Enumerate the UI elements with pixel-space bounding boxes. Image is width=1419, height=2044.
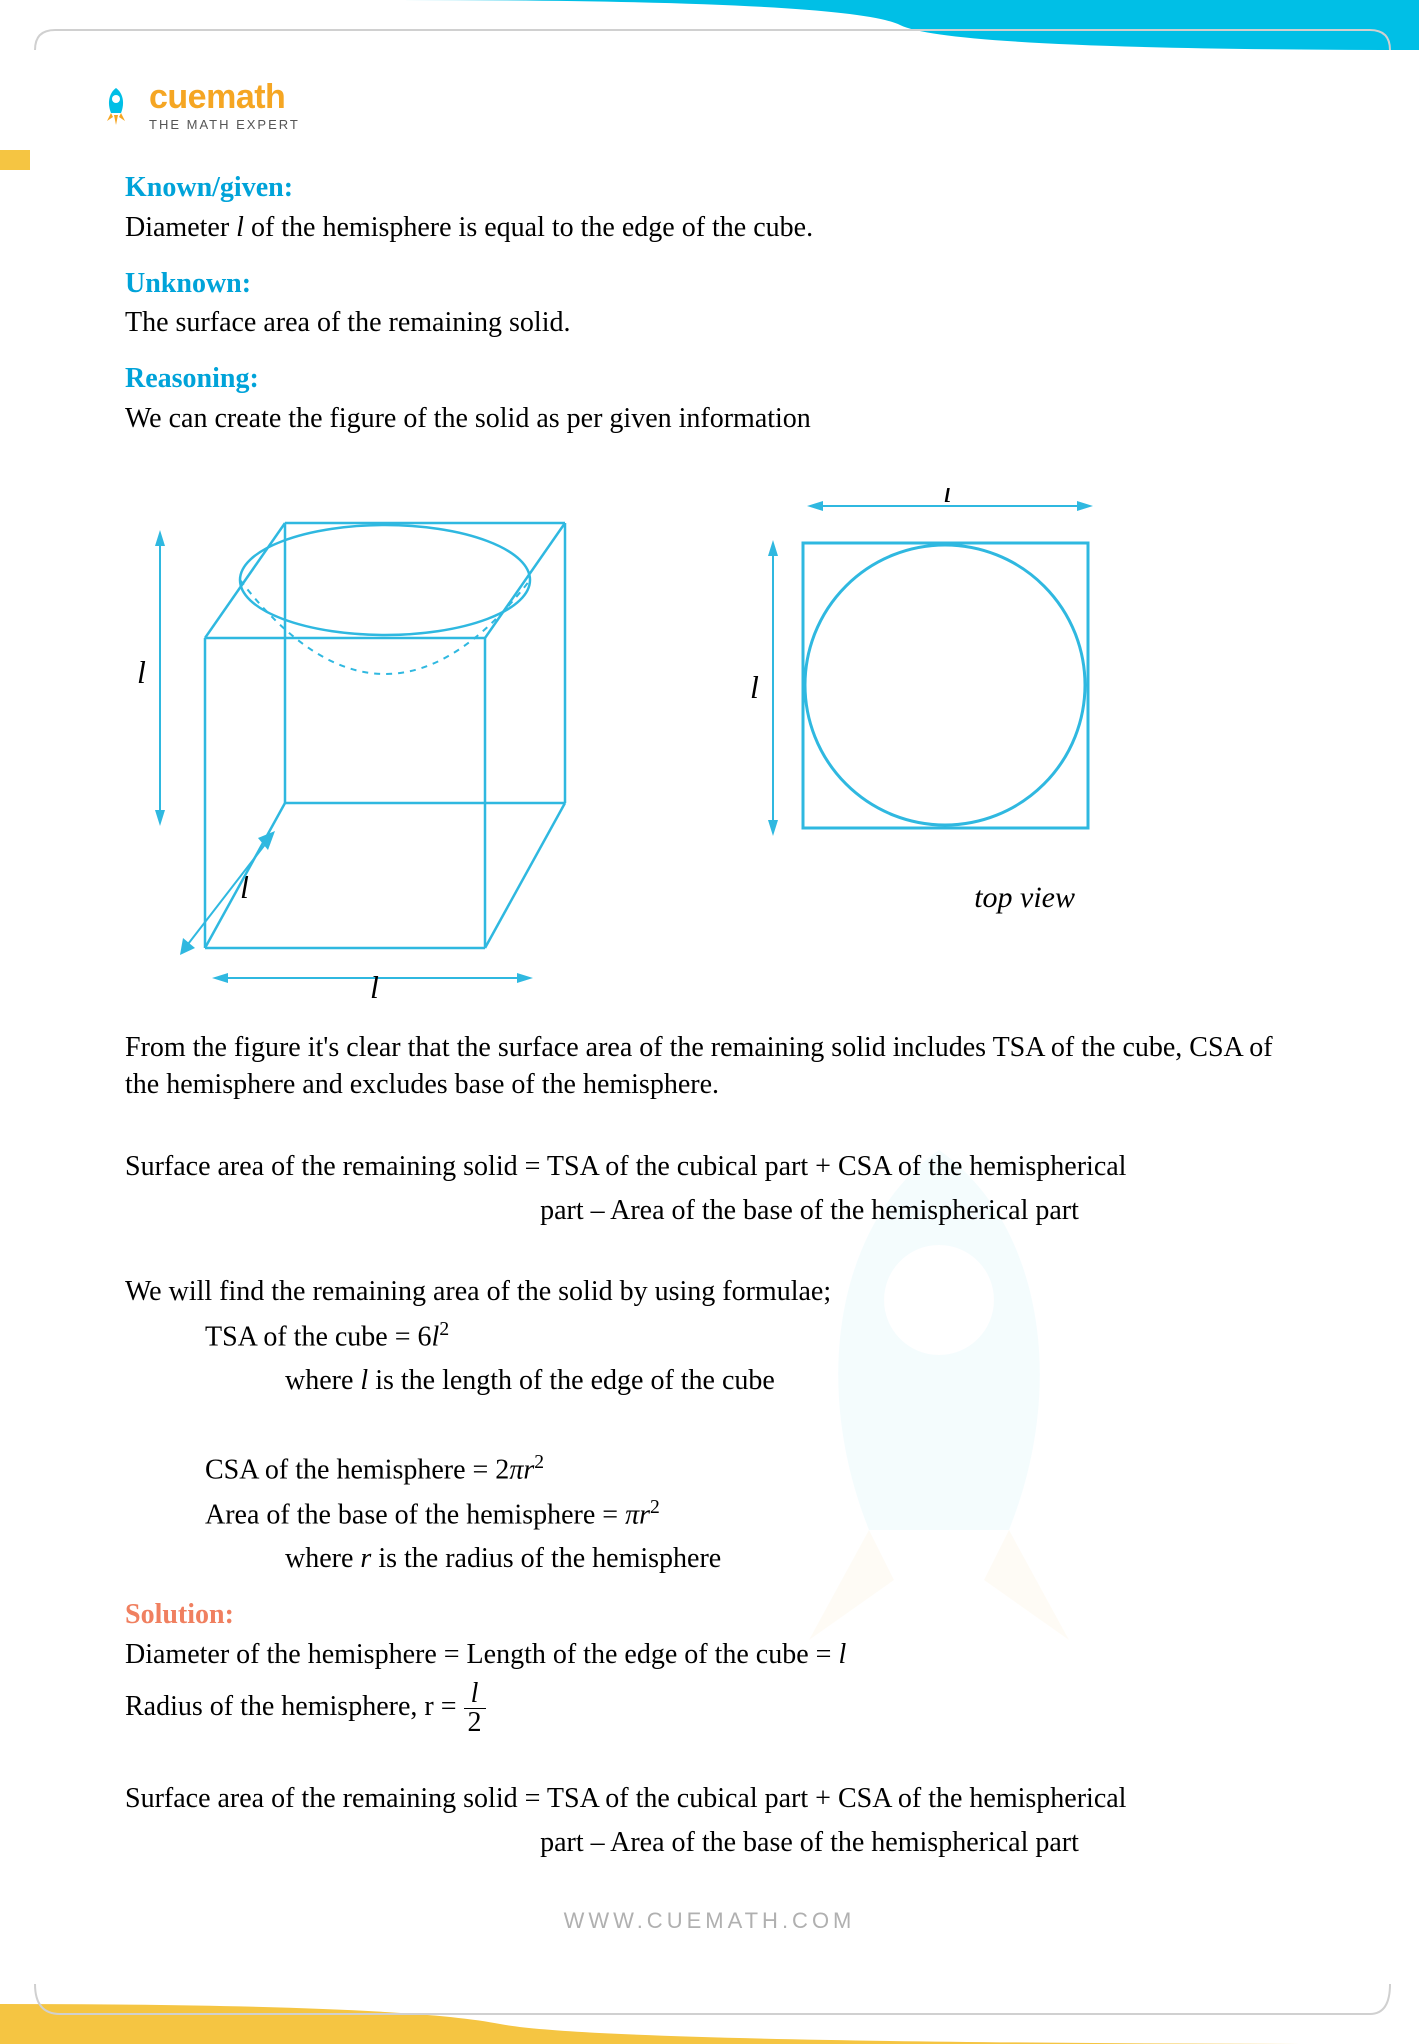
- para-2b: part – Area of the base of the hemispher…: [125, 1192, 1294, 1230]
- fraction-num: l: [464, 1680, 486, 1709]
- footer-url: WWW.CUEMATH.COM: [0, 1868, 1419, 1984]
- sol-3a: Surface area of the remaining solid = TS…: [125, 1780, 1294, 1818]
- bottom-decoration: [0, 1984, 1419, 2044]
- reasoning-heading: Reasoning:: [125, 360, 1294, 398]
- sol-1: Diameter of the hemisphere = Length of t…: [125, 1636, 1294, 1674]
- unknown-text: The surface area of the remaining solid.: [125, 304, 1294, 342]
- area-base: Area of the base of the hemisphere = πr2: [125, 1495, 1294, 1534]
- where-r: where r is the radius of the hemisphere: [125, 1540, 1294, 1578]
- reasoning-text: We can create the figure of the solid as…: [125, 400, 1294, 438]
- svg-text:l: l: [137, 654, 146, 690]
- fraction-den: 2: [464, 1709, 486, 1737]
- top-decoration: [0, 0, 1419, 50]
- brand-name: cuemath: [149, 80, 300, 114]
- sol-2: Radius of the hemisphere, r = l 2: [125, 1680, 1294, 1737]
- logo-text: cuemath THE MATH EXPERT: [149, 80, 300, 131]
- para-3: We will find the remaining area of the s…: [125, 1273, 1294, 1311]
- logo-section: cuemath THE MATH EXPERT: [0, 50, 1419, 151]
- figure-2d: l l top view: [725, 488, 1105, 919]
- figures-row: l l l: [125, 468, 1294, 1009]
- fraction-l-2: l 2: [464, 1680, 486, 1737]
- page-wrapper: cuemath THE MATH EXPERT Known/given: Dia…: [0, 0, 1419, 2044]
- known-text: Diameter l of the hemisphere is equal to…: [125, 209, 1294, 247]
- svg-text:l: l: [943, 488, 952, 509]
- solution-heading: Solution:: [125, 1596, 1294, 1634]
- para-1: From the figure it's clear that the surf…: [125, 1029, 1294, 1105]
- brand-tagline: THE MATH EXPERT: [149, 118, 300, 131]
- content-area: Known/given: Diameter l of the hemispher…: [0, 169, 1419, 1862]
- para-2a: Surface area of the remaining solid = TS…: [125, 1148, 1294, 1186]
- left-stripe: [0, 150, 30, 170]
- top-view-label: top view: [974, 878, 1075, 919]
- csa-hemi: CSA of the hemisphere = 2πr2: [125, 1450, 1294, 1489]
- tsa-where: where l is the length of the edge of the…: [125, 1362, 1294, 1400]
- svg-text:l: l: [750, 669, 759, 705]
- sol-3b: part – Area of the base of the hemispher…: [125, 1824, 1294, 1862]
- svg-text:l: l: [370, 969, 379, 998]
- unknown-heading: Unknown:: [125, 265, 1294, 303]
- tsa-cube: TSA of the cube = 6l2: [125, 1317, 1294, 1356]
- sol-2-text: Radius of the hemisphere, r =: [125, 1690, 457, 1721]
- rocket-icon: [95, 85, 137, 127]
- figure-3d: l l l: [125, 468, 585, 1009]
- known-heading: Known/given:: [125, 169, 1294, 207]
